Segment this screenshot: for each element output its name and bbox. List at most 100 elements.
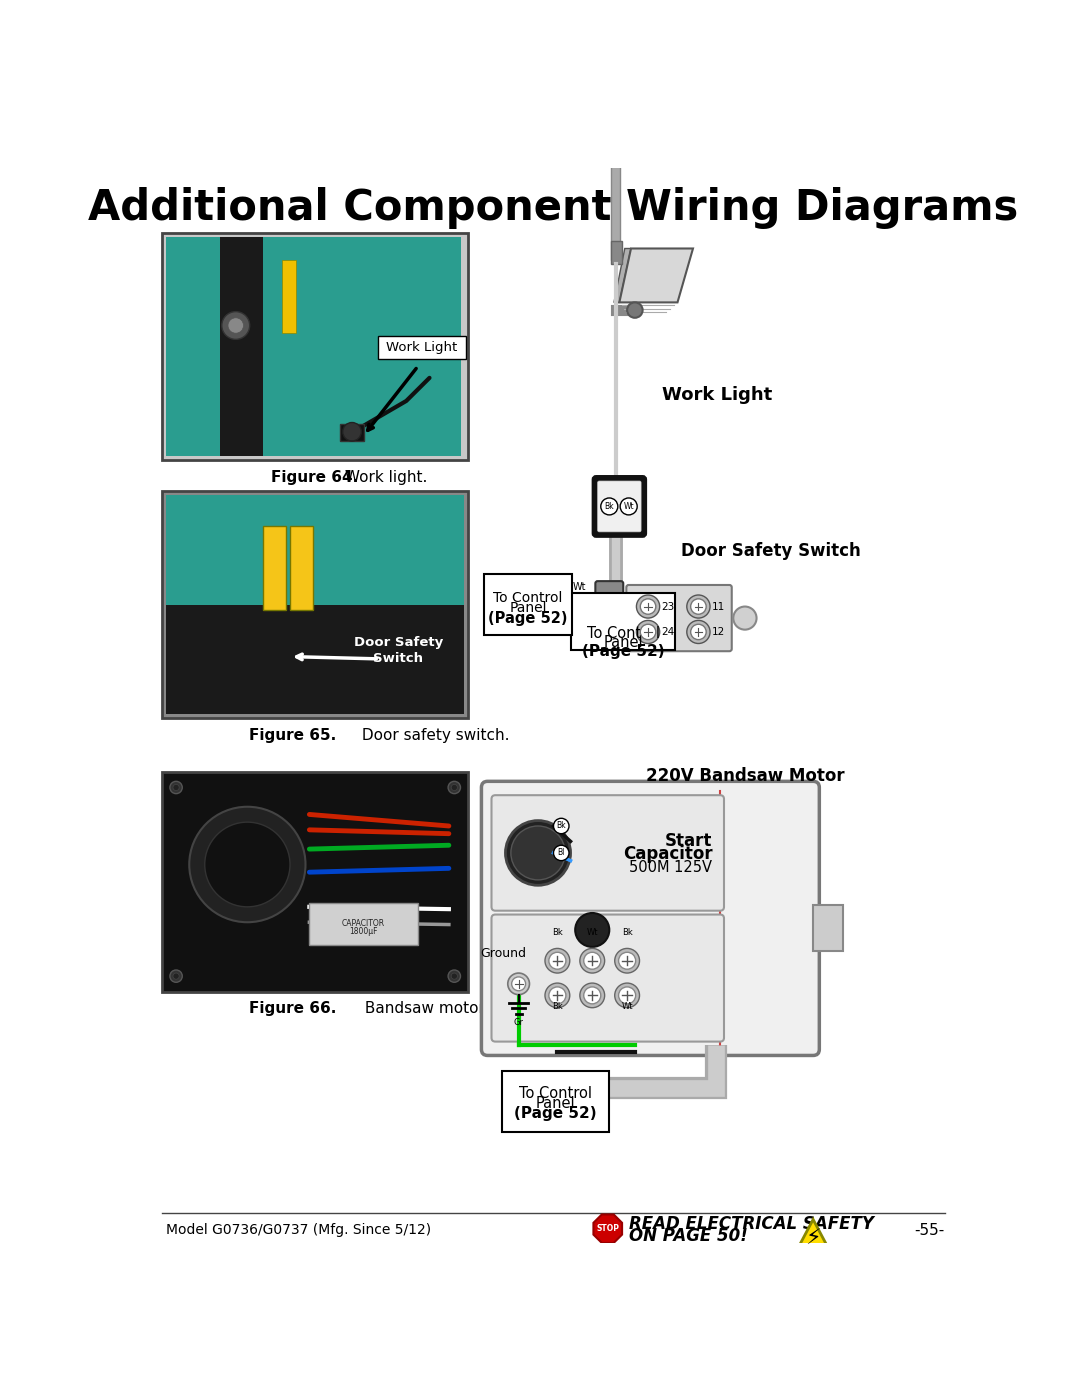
Text: Gr: Gr <box>514 1018 524 1027</box>
Text: Ground: Ground <box>481 947 526 960</box>
Polygon shape <box>613 249 631 302</box>
Text: Door Safety
Switch: Door Safety Switch <box>354 636 443 665</box>
Circle shape <box>545 949 570 974</box>
Circle shape <box>636 595 660 617</box>
Text: Model G0736/G0737 (Mfg. Since 5/12): Model G0736/G0737 (Mfg. Since 5/12) <box>166 1224 431 1238</box>
Text: Work Light: Work Light <box>387 341 457 353</box>
Circle shape <box>342 422 362 441</box>
Text: Figure 65.: Figure 65. <box>249 728 337 743</box>
Text: READ ELECTRICAL SAFETY: READ ELECTRICAL SAFETY <box>630 1215 875 1234</box>
Circle shape <box>549 986 566 1004</box>
Text: CAPACITOR: CAPACITOR <box>342 919 386 928</box>
Circle shape <box>221 312 249 339</box>
Bar <box>611 240 622 264</box>
Text: 24: 24 <box>661 627 675 637</box>
Text: 23: 23 <box>661 602 675 612</box>
Circle shape <box>205 823 291 907</box>
FancyBboxPatch shape <box>626 585 732 651</box>
Text: Figure 64.: Figure 64. <box>271 469 359 485</box>
Text: (Page 52): (Page 52) <box>488 610 568 626</box>
Text: To Control: To Control <box>494 591 563 605</box>
Text: Bk: Bk <box>622 928 633 937</box>
Text: STOP: STOP <box>596 1224 619 1234</box>
Circle shape <box>619 986 636 1004</box>
Circle shape <box>554 845 569 861</box>
Circle shape <box>583 986 600 1004</box>
FancyBboxPatch shape <box>484 574 572 636</box>
Circle shape <box>580 983 605 1007</box>
Circle shape <box>448 781 460 793</box>
Text: To Control: To Control <box>586 626 660 641</box>
Text: Wt: Wt <box>573 583 586 592</box>
FancyBboxPatch shape <box>378 337 465 359</box>
Text: Door Safety Switch: Door Safety Switch <box>680 542 861 560</box>
Circle shape <box>600 497 618 515</box>
Circle shape <box>508 974 529 995</box>
Bar <box>309 902 418 946</box>
Circle shape <box>512 977 526 990</box>
Bar <box>220 237 262 457</box>
Bar <box>262 237 460 457</box>
Text: Door safety switch.: Door safety switch. <box>357 728 510 743</box>
Circle shape <box>620 497 637 515</box>
Text: Bk: Bk <box>605 502 615 511</box>
Text: 220V Bandsaw Motor: 220V Bandsaw Motor <box>647 767 846 785</box>
Circle shape <box>687 595 710 617</box>
Circle shape <box>636 620 660 644</box>
Text: Bk: Bk <box>573 598 586 608</box>
Text: 11: 11 <box>712 602 725 612</box>
Bar <box>291 525 313 610</box>
Circle shape <box>170 781 183 793</box>
Text: Bk: Bk <box>552 1003 563 1011</box>
Text: Figure 66.: Figure 66. <box>249 1002 337 1016</box>
Circle shape <box>228 317 243 334</box>
Circle shape <box>640 624 656 640</box>
Bar <box>166 495 464 714</box>
Text: ON PAGE 50!: ON PAGE 50! <box>630 1228 748 1245</box>
Circle shape <box>511 826 565 880</box>
FancyBboxPatch shape <box>595 581 623 624</box>
Circle shape <box>691 624 706 640</box>
Bar <box>611 510 620 522</box>
Polygon shape <box>619 249 693 302</box>
Text: Wt: Wt <box>623 502 634 511</box>
Bar <box>282 260 296 334</box>
Circle shape <box>451 974 458 979</box>
Text: Bl: Bl <box>557 848 565 858</box>
Circle shape <box>615 983 639 1007</box>
FancyBboxPatch shape <box>593 476 646 536</box>
Text: -55-: -55- <box>915 1222 945 1238</box>
Bar <box>162 490 469 718</box>
Text: 1800µF: 1800µF <box>349 928 378 936</box>
FancyBboxPatch shape <box>813 905 843 951</box>
Text: Work light.: Work light. <box>340 469 428 485</box>
Text: ⚡: ⚡ <box>806 1229 821 1249</box>
Circle shape <box>627 302 643 317</box>
Bar <box>262 525 286 610</box>
Text: 12: 12 <box>712 627 725 637</box>
Text: Work Light: Work Light <box>662 386 772 404</box>
Text: Start: Start <box>665 833 713 851</box>
Text: Panel: Panel <box>509 601 546 615</box>
Polygon shape <box>593 1214 622 1243</box>
Circle shape <box>170 970 183 982</box>
Circle shape <box>691 599 706 615</box>
Circle shape <box>576 914 609 947</box>
Circle shape <box>189 806 306 922</box>
Circle shape <box>687 620 710 644</box>
Text: Panel: Panel <box>604 636 643 650</box>
Circle shape <box>733 606 757 630</box>
Circle shape <box>615 949 639 974</box>
FancyBboxPatch shape <box>571 594 675 651</box>
Bar <box>162 233 469 460</box>
Bar <box>166 605 464 714</box>
Circle shape <box>619 953 636 970</box>
Circle shape <box>505 820 570 886</box>
Circle shape <box>580 949 605 974</box>
Polygon shape <box>798 1220 828 1249</box>
Circle shape <box>173 974 179 979</box>
Circle shape <box>545 983 570 1007</box>
Text: Wt: Wt <box>621 1003 633 1011</box>
Text: 500M 125V: 500M 125V <box>630 861 713 875</box>
Text: Wt: Wt <box>586 928 598 937</box>
